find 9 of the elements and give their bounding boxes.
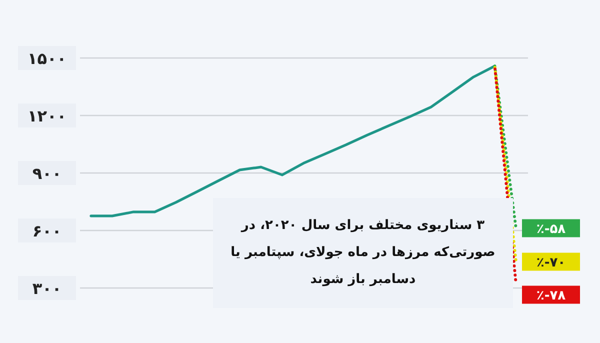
y-tick-label: ۱۲۰۰ — [27, 106, 67, 126]
line-series — [90, 64, 496, 218]
y-tick-label: ۳۰۰ — [32, 279, 62, 298]
y-tick-label: ۹۰۰ — [32, 164, 62, 183]
y-tick-label: ۶۰۰ — [32, 222, 62, 240]
y-tick-label: ۱۵۰۰ — [27, 49, 67, 68]
series-label: ٪-۵۸ — [536, 222, 566, 238]
series-label: ٪-۷۸ — [536, 288, 566, 304]
series-label: ٪-۷۰ — [536, 256, 566, 271]
